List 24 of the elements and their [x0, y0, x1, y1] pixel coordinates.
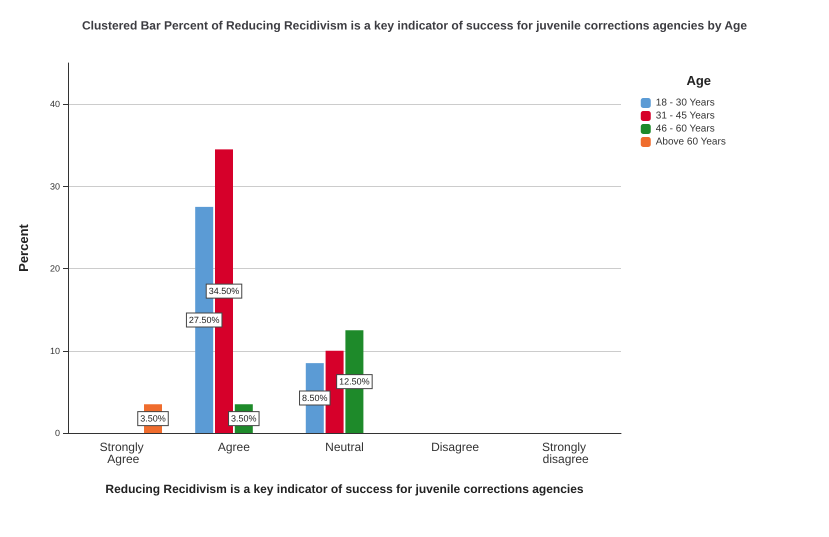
y-tick-label: 40 — [50, 99, 60, 110]
x-tick-label: Neutral — [325, 440, 364, 454]
legend-label: 31 - 45 Years — [656, 110, 715, 122]
legend-label: 46 - 60 Years — [656, 124, 715, 134]
data-label: 3.50% — [140, 414, 166, 424]
y-tick-label: 10 — [50, 346, 60, 356]
y-tick-label: 20 — [50, 264, 60, 274]
data-label: 34.50% — [208, 286, 240, 296]
x-tick-label: Strongly disagree — [542, 440, 590, 466]
legend-label: Above 60 Years — [656, 136, 726, 148]
data-label: 12.50% — [339, 376, 370, 387]
x-tick-label: Disagree — [431, 440, 480, 454]
data-label: 27.50% — [188, 314, 220, 325]
y-tick-label: 30 — [50, 181, 60, 192]
x-tick-label: Strongly Agree — [100, 440, 147, 466]
y-axis-title: Percent — [16, 223, 31, 272]
chart-title: Clustered Bar Percent of Reducing Recidivism is a key indicator of success for juvenile corrections agencies by Age — [82, 18, 748, 32]
legend-title: Age — [686, 73, 712, 88]
x-tick-label: Agree — [218, 440, 250, 454]
data-label: 3.50% — [231, 414, 257, 424]
data-label: 8.50% — [302, 393, 328, 404]
y-tick-label: 0 — [54, 428, 60, 438]
x-axis-title: Reducing Recidivism is a key indicator of success for juvenile corrections agencies — [105, 482, 584, 496]
legend-label: 18 - 30 Years — [656, 98, 715, 108]
